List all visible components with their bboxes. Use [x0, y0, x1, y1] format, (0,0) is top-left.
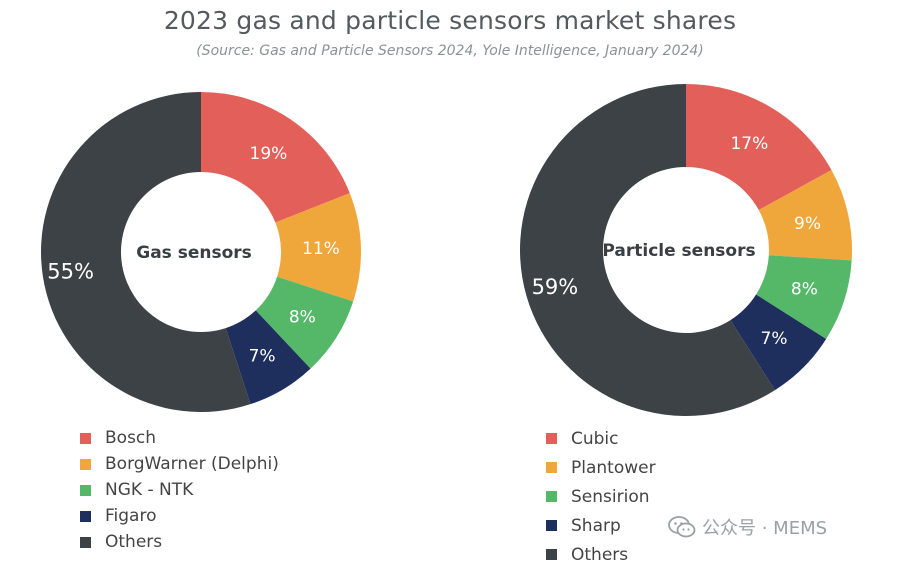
- legend-swatch: [546, 433, 557, 444]
- slice-others: [40, 92, 251, 413]
- slice-others: [520, 84, 775, 416]
- chart-subtitle: (Source: Gas and Particle Sensors 2024, …: [196, 43, 704, 59]
- legend-item-ngk-ntk: NGK - NTK: [80, 477, 279, 503]
- data-label-borgwarner: 11%: [302, 239, 340, 259]
- legend-item-borgwarner: BorgWarner (Delphi): [80, 451, 279, 477]
- wechat-icon: [668, 516, 696, 538]
- chart-title: 2023 gas and particle sensors market sha…: [163, 6, 737, 35]
- slice-figaro: [225, 310, 311, 405]
- slice-sensirion: [756, 255, 852, 339]
- legend-swatch: [546, 491, 557, 502]
- legend-label: Sharp: [571, 515, 621, 536]
- legend-swatch: [546, 462, 557, 473]
- legend-label: Cubic: [571, 428, 619, 449]
- legend-swatch: [546, 520, 557, 531]
- legend-swatch: [80, 432, 91, 444]
- legend-swatch: [546, 549, 557, 560]
- data-label-ngk-ntk: 8%: [289, 307, 316, 327]
- legend-label: Plantower: [571, 457, 656, 478]
- legend-swatch: [80, 458, 91, 470]
- legend-item-bosch: Bosch: [80, 425, 279, 451]
- slice-sharp: [730, 294, 827, 391]
- legend-item-others: Others: [80, 529, 279, 555]
- legend-label: Others: [105, 532, 163, 552]
- slice-ngk-ntk: [255, 276, 354, 369]
- data-label-plantower: 9%: [794, 214, 821, 234]
- slice-cubic: [686, 84, 832, 211]
- slice-bosch: [201, 92, 350, 223]
- data-label-cubic: 17%: [730, 134, 768, 154]
- gas-sensors-legend: Bosch BorgWarner (Delphi) NGK - NTK Figaro O…: [80, 425, 279, 555]
- legend-label: BorgWarner (Delphi): [105, 454, 279, 474]
- slice-borgwarner: [275, 193, 362, 302]
- center-label: Particle sensors: [602, 241, 755, 261]
- legend-swatch: [80, 484, 91, 496]
- legend-swatch: [80, 510, 91, 522]
- legend-label: NGK - NTK: [105, 480, 194, 500]
- data-label-sensirion: 8%: [791, 279, 818, 299]
- legend-item-cubic: Cubic: [546, 424, 656, 453]
- legend-item-others: Others: [546, 540, 656, 569]
- legend-item-sensirion: Sensirion: [546, 482, 656, 511]
- legend-label: Bosch: [105, 428, 157, 448]
- data-label-figaro: 7%: [249, 346, 276, 366]
- slice-plantower: [758, 170, 852, 261]
- particle-sensors-legend: Cubic Plantower Sensirion Sharp Others: [546, 424, 656, 569]
- legend-swatch: [80, 536, 91, 548]
- watermark: 公众号 · MEMS: [668, 514, 827, 540]
- legend-label: Sensirion: [571, 486, 650, 507]
- data-label-others: 55%: [47, 260, 94, 284]
- legend-item-figaro: Figaro: [80, 503, 279, 529]
- legend-label: Others: [571, 544, 629, 565]
- center-label: Gas sensors: [136, 243, 252, 263]
- legend-item-plantower: Plantower: [546, 453, 656, 482]
- data-label-bosch: 19%: [250, 144, 288, 164]
- legend-item-sharp: Sharp: [546, 511, 656, 540]
- watermark-text: 公众号 · MEMS: [702, 518, 828, 539]
- data-label-sharp: 7%: [761, 329, 788, 349]
- legend-label: Figaro: [105, 506, 157, 526]
- data-label-others: 59%: [532, 275, 579, 299]
